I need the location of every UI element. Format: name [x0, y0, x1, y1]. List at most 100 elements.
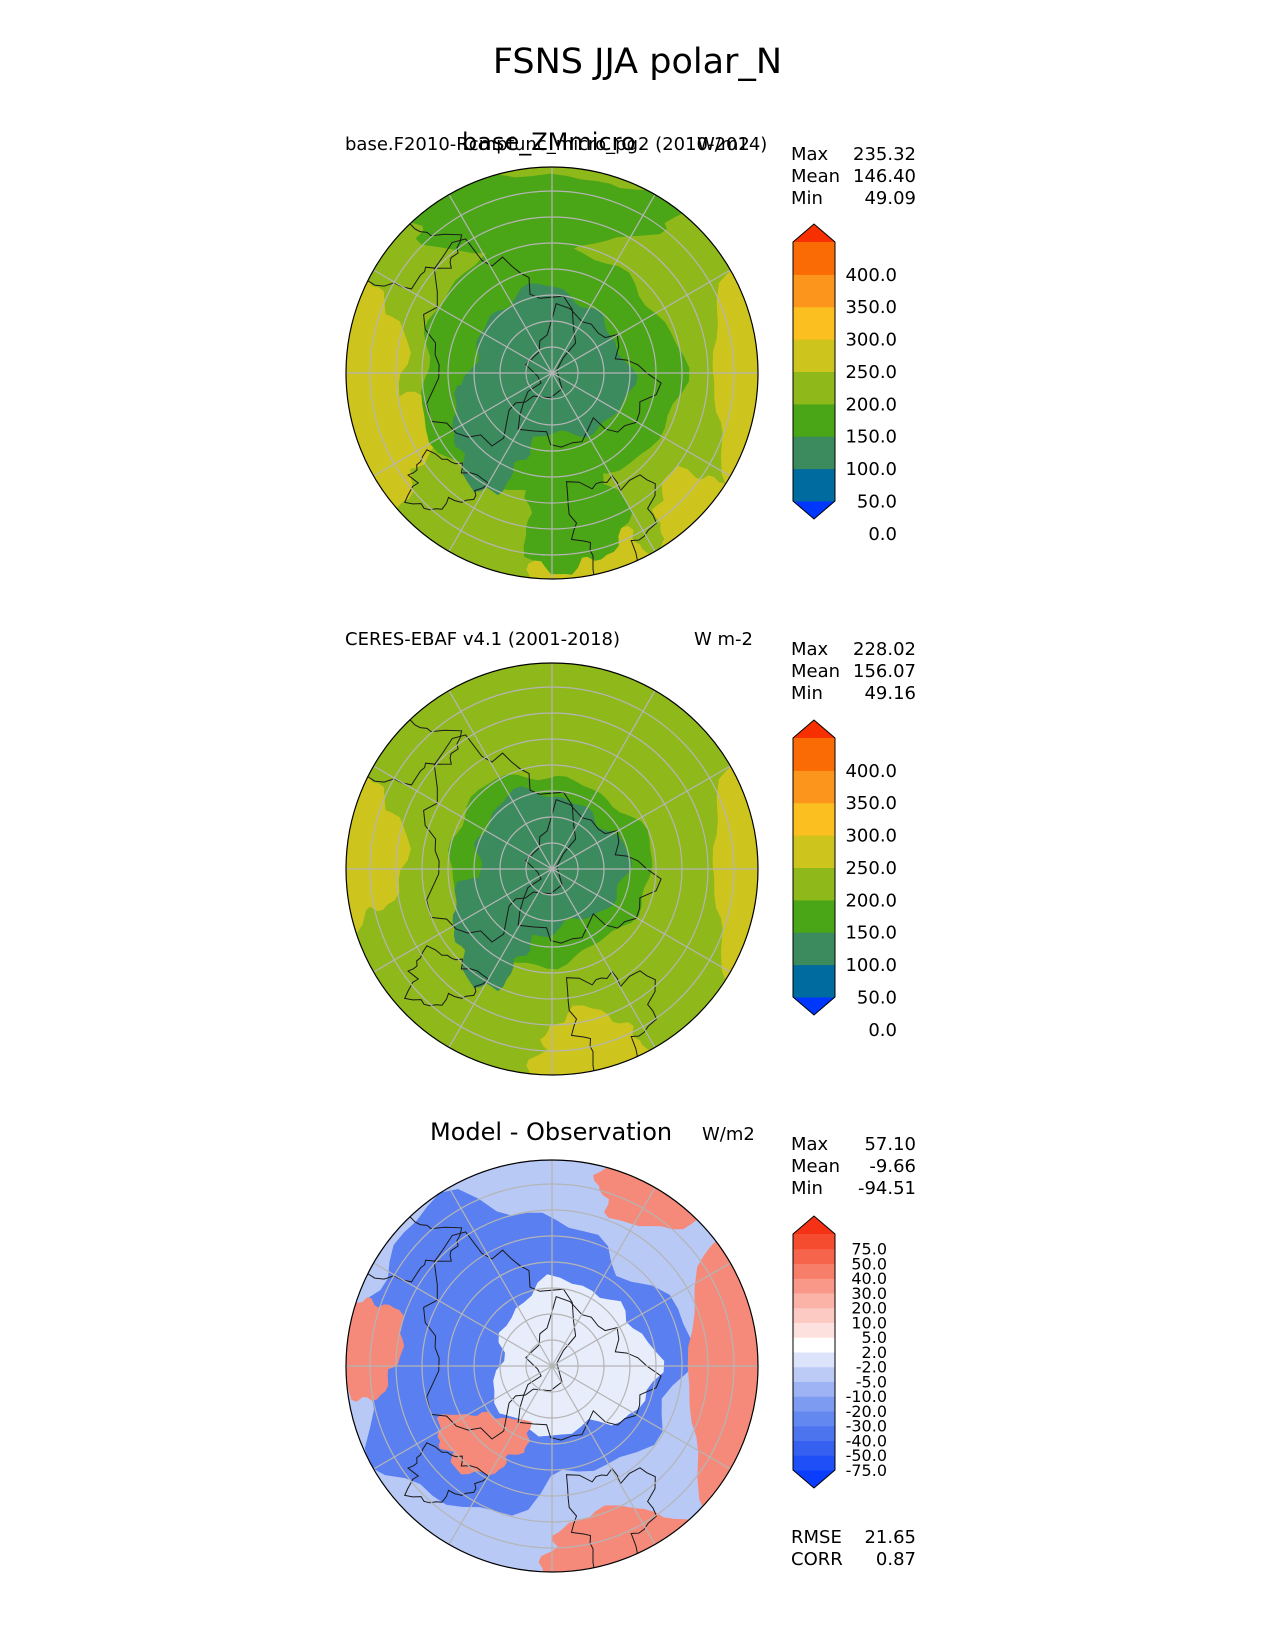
colorbar-bin: [793, 1411, 835, 1427]
colorbar-bin: [793, 1307, 835, 1323]
colorbar-tick-label: 300.0: [845, 826, 897, 847]
colorbar-bin: [793, 1263, 835, 1279]
stat-max-label: Max: [791, 1134, 829, 1155]
field-patch-bright: [712, 263, 758, 516]
field-arctic-lobe: [452, 874, 536, 992]
stat-mean-label: Mean: [791, 1156, 841, 1177]
colorbar-over-arrow: [793, 720, 835, 738]
colorbar-bin: [793, 1352, 835, 1368]
panel2-left-title: CERES-EBAF v4.1 (2001-2018): [345, 629, 621, 650]
colorbar-bin: [793, 835, 835, 868]
coastline: [517, 1296, 662, 1441]
panel3-metrics: RMSE 21.65 CORR 0.87: [791, 1527, 916, 1571]
rmse-value: 21.65: [864, 1527, 916, 1548]
colorbar-under-arrow: [793, 997, 835, 1015]
colorbar-tick-label: -5.0: [856, 1372, 887, 1391]
colorbar-bin: [793, 339, 835, 372]
stat-mean-value: -9.66: [869, 1156, 916, 1177]
corr-label: CORR: [791, 1549, 843, 1570]
colorbar-test: 400.0 350.0 300.0 250.0 200.0 150.0 100.0 50.0 0…: [792, 223, 897, 545]
colorbar-bin: [793, 770, 835, 804]
colorbar-tick-label: 400.0: [845, 761, 897, 782]
corr-value: 0.87: [875, 1549, 916, 1570]
diff-red-region: [687, 1237, 758, 1548]
field-patch-bright: [346, 755, 411, 933]
colorbar-bin: [793, 1396, 835, 1412]
stat-max-value: 57.10: [864, 1134, 916, 1155]
stat-max-label: Max: [791, 639, 829, 660]
colorbar-tick-label: 100.0: [845, 459, 897, 480]
colorbar-tick-label: 50.0: [857, 491, 897, 512]
longitude-line: [373, 1262, 731, 1470]
longitude-line: [373, 269, 731, 477]
field-arctic-lobe: [452, 378, 536, 496]
colorbar-bin: [793, 1293, 835, 1309]
map-field: [346, 663, 758, 1075]
colorbar-tick-label: 350.0: [845, 793, 897, 814]
longitude-line: [373, 765, 731, 973]
map-boundary: [345, 166, 759, 580]
colorbar-tick-label: -50.0: [846, 1446, 887, 1465]
colorbar-tick-label: -75.0: [846, 1461, 887, 1480]
colorbar-tick-label: -20.0: [846, 1402, 887, 1421]
colorbar-bin: [793, 1440, 835, 1456]
field-ring-arm: [394, 172, 683, 257]
colorbar-tick-label: 200.0: [845, 890, 897, 911]
colorbar-outline: [792, 223, 836, 520]
stat-min-value: 49.16: [864, 683, 916, 704]
panel2-units: W m-2: [694, 629, 754, 650]
colorbar-outline: [792, 719, 836, 1016]
map-boundary: [345, 1159, 759, 1573]
colorbar-bin: [793, 932, 835, 966]
stat-max-value: 235.32: [853, 144, 916, 165]
coastline: [517, 303, 662, 448]
colorbar-tick-label: 50.0: [851, 1254, 887, 1273]
colorbar-bin: [793, 403, 835, 437]
colorbar-bin: [793, 371, 835, 405]
colorbar-bin: [793, 1278, 835, 1294]
colorbar-tick-label: 20.0: [851, 1299, 887, 1318]
colorbar-bin: [793, 964, 835, 998]
map-field: [346, 167, 758, 579]
colorbar-tick-label: 75.0: [851, 1240, 887, 1259]
polar-map-diff: [345, 1159, 759, 1573]
colorbar-bin: [793, 468, 835, 502]
colorbar-bin: [793, 1234, 835, 1250]
colorbar-bin: [793, 274, 835, 308]
colorbar-tick-label: 300.0: [845, 330, 897, 351]
field-patch-bright: [712, 759, 758, 1012]
panel3-stats: Max 57.10 Mean -9.66 Min -94.51: [791, 1134, 916, 1200]
colorbar-tick-label: -30.0: [846, 1417, 887, 1436]
colorbar-tick-label: 250.0: [845, 362, 897, 383]
map-boundary: [345, 662, 759, 1076]
stat-mean-value: 156.07: [853, 661, 916, 682]
colorbar-tick-label: 0.0: [868, 1020, 897, 1041]
colorbar-bin: [793, 867, 835, 901]
stat-mean-label: Mean: [791, 661, 841, 682]
colorbar-reference: 400.0 350.0 300.0 250.0 200.0 150.0 100.0 50.0 0…: [792, 719, 897, 1041]
panel2-stats: Max 228.02 Mean 156.07 Min 49.16: [791, 639, 916, 705]
stat-min-label: Min: [791, 683, 823, 704]
colorbar-bin: [793, 738, 835, 771]
colorbar-tick-label: 40.0: [851, 1269, 887, 1288]
colorbar-tick-label: 100.0: [845, 955, 897, 976]
colorbar-outline: [792, 1215, 836, 1489]
colorbar-bin: [793, 1248, 835, 1264]
stat-mean-value: 146.40: [853, 166, 916, 187]
colorbar-bin: [793, 1455, 835, 1471]
colorbar-tick-label: 0.0: [868, 524, 897, 545]
graticule: [346, 1160, 758, 1572]
coastline: [423, 1231, 577, 1440]
map-field: [346, 1160, 758, 1572]
panel1-center-title: base_ZMmicro: [462, 128, 636, 156]
stat-min-value: 49.09: [864, 188, 916, 209]
colorbar-diff: 75.050.040.030.020.010.05.02.0-2.0-5.0-1…: [792, 1215, 887, 1489]
colorbar-bin: [793, 1425, 835, 1441]
coastline: [517, 799, 662, 944]
diff-red-region: [593, 1160, 758, 1230]
colorbar-tick-label: 400.0: [845, 265, 897, 286]
stat-min-value: -94.51: [857, 1178, 916, 1199]
colorbar-bin: [793, 242, 835, 275]
colorbar-tick-label: 350.0: [845, 297, 897, 318]
